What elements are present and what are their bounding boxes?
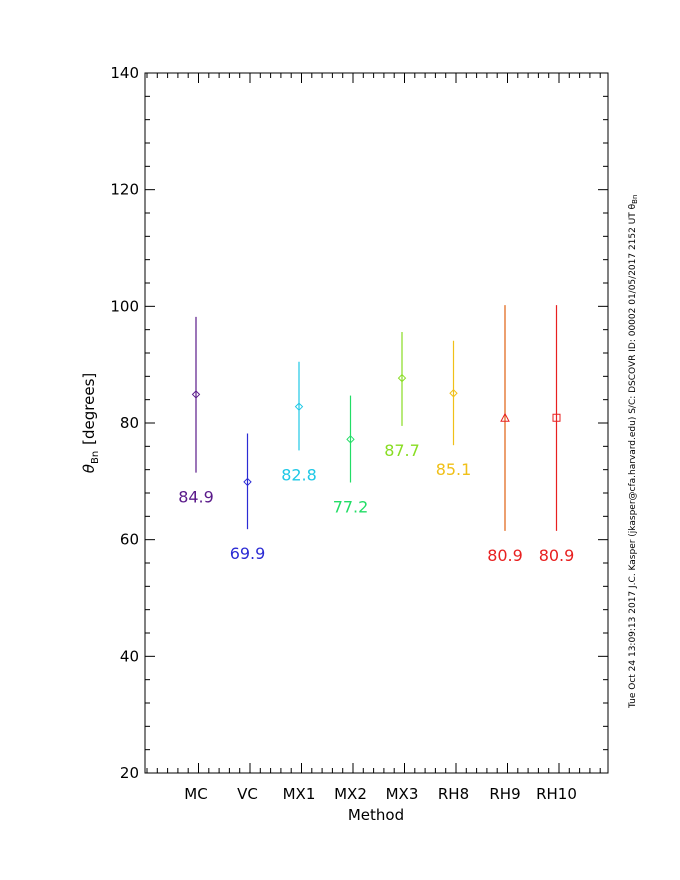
y-tick-label: 60 [120,531,139,549]
x-tick-label: RH8 [438,785,469,803]
marker-mx2 [346,435,355,444]
x-tick-label: MX1 [283,785,316,803]
credit-text: Tue Oct 24 13:09:13 2017 J.C. Kasper (jk… [628,203,638,709]
value-label-vc: 69.9 [230,544,266,563]
y-tick-label: 80 [120,414,139,432]
x-tick-label: MC [184,785,207,803]
value-label-rh8: 85.1 [436,460,472,479]
marker-rh8 [449,389,458,398]
value-labels: 84.9 69.9 82.8 77.2 87.7 85.1 80.9 80.9 [178,441,574,565]
x-tick-labels: MC VC MX1 MX2 MX3 RH8 RH9 RH10 [184,785,577,803]
credit-subscript: Bn [631,195,639,204]
value-label-mx2: 77.2 [333,498,369,517]
error-bars [195,305,558,531]
y-tick-label: 120 [110,181,139,199]
x-tick-label: RH9 [489,785,520,803]
value-label-mc: 84.9 [178,488,214,507]
plot-frame [144,72,609,774]
marker-mx1 [294,402,304,411]
y-tick-labels: 20 40 60 80 100 120 140 [110,64,139,782]
marker-mc [191,390,201,399]
axis-ticks [145,72,608,774]
marker-rh10 [552,413,561,422]
value-label-rh10: 80.9 [539,546,575,565]
y-tick-label: 20 [120,764,139,782]
y-tick-label: 100 [110,297,139,315]
value-label-rh9: 80.9 [487,546,523,565]
credit-line: Tue Oct 24 13:09:13 2017 J.C. Kasper (jk… [628,195,639,709]
value-label-mx1: 82.8 [281,465,317,484]
value-label-mx3: 87.7 [384,441,420,460]
y-axis-label: θBn [degrees] [80,373,101,473]
markers [191,373,561,487]
marker-mx3 [397,373,407,383]
y-tick-label: 140 [110,64,139,82]
marker-rh9 [500,412,510,422]
y-axis-subscript: Bn [90,451,101,464]
y-axis-symbol: θ [80,464,98,473]
y-tick-label: 40 [120,647,139,665]
x-tick-label: VC [237,785,258,803]
x-tick-label: RH10 [536,785,577,803]
x-axis-label: Method [348,806,404,824]
x-tick-label: MX3 [386,785,419,803]
marker-vc [243,477,252,487]
y-axis-unit: [degrees] [80,373,98,445]
x-tick-label: MX2 [334,785,367,803]
